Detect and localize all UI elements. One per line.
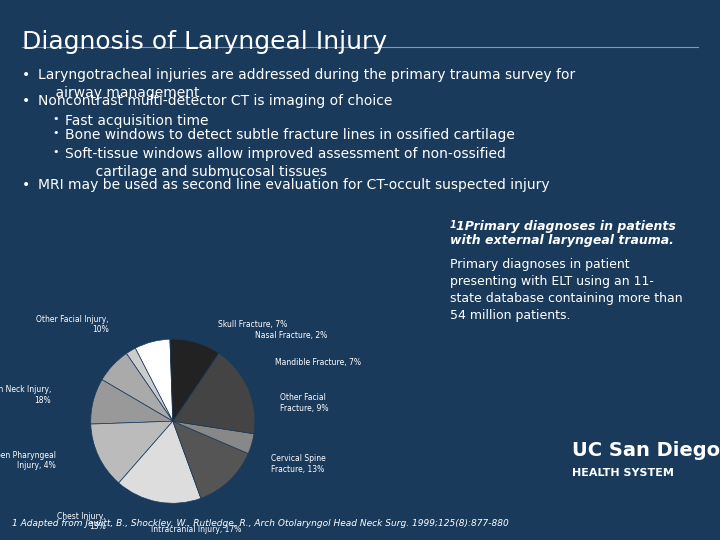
- Wedge shape: [127, 348, 173, 421]
- Wedge shape: [173, 353, 255, 434]
- Wedge shape: [173, 421, 254, 454]
- Text: Open Pharyngeal
Injury, 4%: Open Pharyngeal Injury, 4%: [0, 451, 56, 470]
- Text: Mandible Fracture, 7%: Mandible Fracture, 7%: [275, 357, 361, 367]
- Text: 1: 1: [450, 220, 456, 230]
- Text: 1Primary diagnoses in patients: 1Primary diagnoses in patients: [456, 220, 676, 233]
- Wedge shape: [102, 354, 173, 421]
- Wedge shape: [135, 339, 173, 421]
- Text: Cervical Spine
Fracture, 13%: Cervical Spine Fracture, 13%: [271, 454, 326, 474]
- Text: •: •: [52, 128, 58, 138]
- Text: Primary diagnoses in patient
presenting with ELT using an 11-
state database con: Primary diagnoses in patient presenting …: [450, 258, 683, 322]
- Text: Soft-tissue windows allow improved assessment of non-ossified
       cartilage a: Soft-tissue windows allow improved asses…: [65, 147, 506, 179]
- Text: HEALTH SYSTEM: HEALTH SYSTEM: [572, 468, 674, 478]
- Wedge shape: [91, 380, 173, 424]
- Text: Nasal Fracture, 2%: Nasal Fracture, 2%: [255, 330, 327, 340]
- Wedge shape: [173, 421, 248, 498]
- Text: Bone windows to detect subtle fracture lines in ossified cartilage: Bone windows to detect subtle fracture l…: [65, 128, 515, 142]
- Wedge shape: [91, 421, 173, 483]
- Wedge shape: [119, 421, 201, 503]
- Text: •: •: [22, 94, 30, 108]
- Text: Intracranial Injury, 17%: Intracranial Injury, 17%: [150, 525, 241, 534]
- Text: Other Facial
Fracture, 9%: Other Facial Fracture, 9%: [279, 394, 328, 413]
- Text: MRI may be used as second line evaluation for CT-occult suspected injury: MRI may be used as second line evaluatio…: [38, 178, 549, 192]
- Text: •: •: [52, 114, 58, 124]
- Text: •: •: [22, 68, 30, 82]
- Text: •: •: [22, 178, 30, 192]
- Text: with external laryngeal trauma.: with external laryngeal trauma.: [450, 234, 674, 247]
- Text: Laryngotracheal injuries are addressed during the primary trauma survey for
    : Laryngotracheal injuries are addressed d…: [38, 68, 575, 100]
- Text: Diagnosis of Laryngeal Injury: Diagnosis of Laryngeal Injury: [22, 30, 387, 54]
- Wedge shape: [170, 339, 219, 421]
- Text: Chest Injury,
13%: Chest Injury, 13%: [57, 511, 106, 531]
- Text: Noncontrast multi-detector CT is imaging of choice: Noncontrast multi-detector CT is imaging…: [38, 94, 392, 108]
- Text: Other Facial Injury,
10%: Other Facial Injury, 10%: [36, 315, 109, 334]
- Text: Skull Fracture, 7%: Skull Fracture, 7%: [218, 320, 287, 329]
- Text: •: •: [52, 147, 58, 157]
- Text: Open Neck Injury,
18%: Open Neck Injury, 18%: [0, 385, 51, 404]
- Text: UC San Diego: UC San Diego: [572, 441, 720, 460]
- Text: 1 Adapted from Jewitt, B., Shockley, W., Rutledge, R., Arch Otolaryngol Head Nec: 1 Adapted from Jewitt, B., Shockley, W.,…: [12, 519, 509, 528]
- Text: Fast acquisition time: Fast acquisition time: [65, 114, 209, 128]
